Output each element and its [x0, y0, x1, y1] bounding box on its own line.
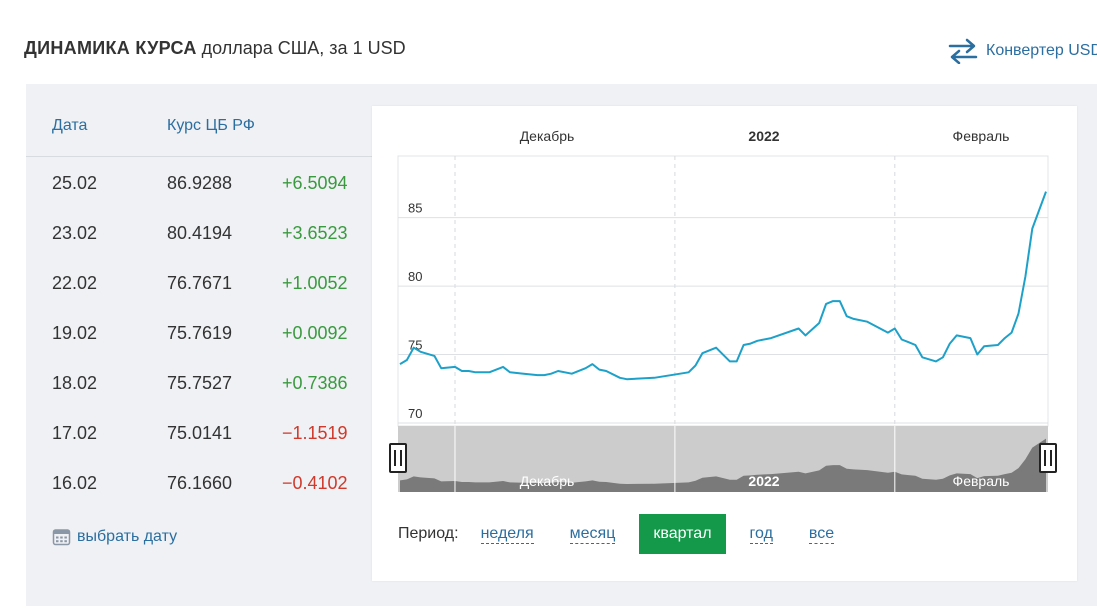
calendar-icon: [52, 529, 71, 546]
period-year[interactable]: год: [749, 524, 773, 544]
table-row: 23.02 80.4194 +3.6523: [26, 207, 372, 257]
row-change: +6.5094: [282, 173, 348, 193]
y-tick-label: 70: [408, 406, 422, 421]
page-title-rest: доллара США, за 1 USD: [201, 38, 406, 58]
row-rate: 75.0141: [167, 423, 233, 443]
rate-chart: Декабрь 2022 Февраль 70 75 80 85 Декабрь 2022 Ф…: [389, 128, 1057, 492]
table-row: 17.02 75.0141 −1.1519: [26, 407, 372, 457]
top-period-label: Февраль: [953, 128, 1010, 144]
row-rate: 76.7671: [167, 273, 233, 293]
rates-panel: Дата Курс ЦБ РФ 25.02 86.9288 +6.5094 23…: [26, 84, 1097, 606]
y-gridlines: [398, 217, 1048, 424]
row-rate: 75.7527: [167, 373, 233, 393]
y-tick-labels: 70 75 80 85: [408, 201, 422, 421]
column-date: Дата: [52, 117, 88, 134]
top-period-label: 2022: [748, 128, 779, 144]
row-change: −1.1519: [282, 423, 348, 443]
chart-card: Декабрь 2022 Февраль 70 75 80 85 Декабрь 2022 Ф…: [372, 106, 1077, 581]
period-month[interactable]: месяц: [569, 524, 616, 544]
rates-table: 25.02 86.9288 +6.5094 23.02 80.4194 +3.6…: [26, 157, 372, 507]
table-row: 19.02 75.7619 +0.0092: [26, 307, 372, 357]
navigator-right-handle[interactable]: [1039, 443, 1057, 473]
navigator-area: [400, 438, 1046, 492]
row-change: +1.0052: [282, 273, 348, 293]
row-change: +0.0092: [282, 323, 348, 343]
swap-arrows-icon: [948, 38, 978, 64]
page-title: ДИНАМИКА КУРСА доллара США, за 1 USD: [24, 38, 406, 59]
table-row: 18.02 75.7527 +0.7386: [26, 357, 372, 407]
converter-label: Конвертер USD: [986, 42, 1097, 59]
row-change: −0.4102: [282, 473, 348, 493]
row-date: 19.02: [52, 323, 98, 343]
row-rate: 76.1660: [167, 473, 233, 493]
table-header: Дата Курс ЦБ РФ: [26, 84, 372, 157]
converter-link[interactable]: Конвертер USD: [948, 38, 1097, 64]
y-tick-label: 80: [408, 269, 422, 284]
row-date: 17.02: [52, 423, 98, 443]
row-date: 16.02: [52, 473, 98, 493]
row-date: 18.02: [52, 373, 98, 393]
y-tick-label: 85: [408, 201, 422, 216]
period-all[interactable]: все: [808, 524, 835, 544]
table-row: 22.02 76.7671 +1.0052: [26, 257, 372, 307]
page-title-bold: ДИНАМИКА КУРСА: [24, 38, 197, 58]
top-period-labels: Декабрь 2022 Февраль: [520, 128, 1010, 144]
navigator-label: 2022: [748, 473, 779, 489]
row-date: 22.02: [52, 273, 98, 293]
navigator: Декабрь 2022 Февраль: [389, 426, 1057, 492]
period-quarter[interactable]: квартал: [639, 514, 726, 554]
top-period-label: Декабрь: [520, 128, 575, 144]
row-change: +3.6523: [282, 223, 348, 243]
pick-date-link[interactable]: выбрать дату: [52, 527, 177, 546]
period-selector: Период: неделя месяц квартал год все: [398, 514, 870, 554]
row-change: +0.7386: [282, 373, 348, 393]
y-tick-label: 75: [408, 338, 422, 353]
navigator-left-handle[interactable]: [389, 443, 407, 473]
column-rate: Курс ЦБ РФ: [167, 117, 255, 134]
period-separators: [454, 156, 896, 426]
period-label: Период:: [398, 525, 459, 542]
row-rate: 86.9288: [167, 173, 233, 193]
navigator-label: Февраль: [953, 473, 1010, 489]
rate-line: [399, 191, 1047, 381]
table-row: 25.02 86.9288 +6.5094: [26, 157, 372, 207]
row-rate: 80.4194: [167, 223, 233, 243]
period-week[interactable]: неделя: [480, 524, 534, 544]
plot-frame: [397, 155, 1049, 427]
row-rate: 75.7619: [167, 323, 233, 343]
navigator-label: Декабрь: [520, 473, 575, 489]
row-date: 25.02: [52, 173, 98, 193]
table-row: 16.02 76.1660 −0.4102: [26, 457, 372, 507]
row-date: 23.02: [52, 223, 98, 243]
pick-date-label: выбрать дату: [77, 527, 178, 545]
